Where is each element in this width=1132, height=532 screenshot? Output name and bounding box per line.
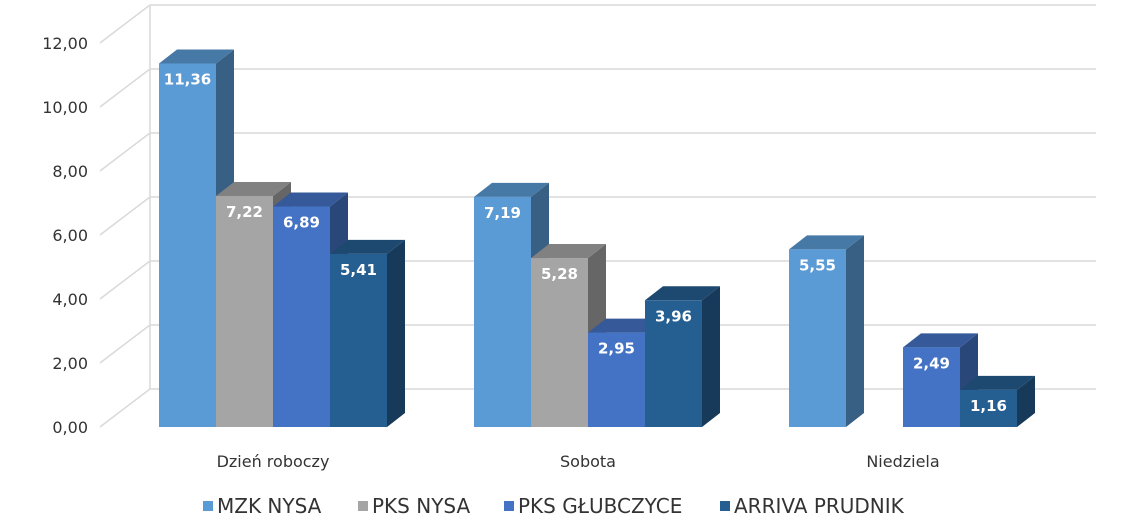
data-label: 7,19 xyxy=(484,204,521,222)
bar-top xyxy=(273,192,348,207)
gridline-wall xyxy=(99,260,151,300)
legend-swatch xyxy=(203,501,213,511)
data-label: 3,96 xyxy=(655,307,692,325)
bars xyxy=(159,49,1035,427)
gridline-wall xyxy=(99,132,151,172)
data-label: 7,22 xyxy=(226,203,263,221)
bar-top xyxy=(216,181,291,196)
data-label: 1,16 xyxy=(970,397,1007,415)
bar xyxy=(330,239,405,427)
bar-top xyxy=(645,286,720,301)
gridline-wall xyxy=(99,196,151,236)
data-label: 6,89 xyxy=(283,214,320,232)
bar-side xyxy=(846,235,864,427)
bar-top xyxy=(960,375,1035,390)
gridline-wall xyxy=(99,324,151,364)
legend-item: ARRIVA PRUDNIK xyxy=(720,494,905,518)
legend-label: ARRIVA PRUDNIK xyxy=(734,494,905,518)
legend: MZK NYSA PKS NYSA PKS GŁUBCZYCE ARRIVA PRUD… xyxy=(203,494,905,518)
bar-front xyxy=(789,249,846,427)
legend-label: PKS GŁUBCZYCE xyxy=(518,494,682,518)
bar-top xyxy=(588,318,663,333)
bar-side xyxy=(1017,375,1035,427)
bar-front xyxy=(531,258,588,427)
legend-item: MZK NYSA xyxy=(203,494,322,518)
bar-front xyxy=(588,332,645,427)
y-tick-label: 6,00 xyxy=(52,226,88,245)
data-label: 5,41 xyxy=(340,261,377,279)
data-label: 2,95 xyxy=(598,340,635,358)
data-label: 11,36 xyxy=(164,70,211,88)
y-tick-label: 10,00 xyxy=(42,98,88,117)
y-tick-label: 12,00 xyxy=(42,34,88,53)
bar xyxy=(645,286,720,427)
bar-front xyxy=(216,195,273,427)
gridline-wall xyxy=(99,68,151,108)
y-tick-label: 2,00 xyxy=(52,354,88,373)
legend-item: PKS GŁUBCZYCE xyxy=(504,494,682,518)
bar-top xyxy=(531,244,606,259)
legend-swatch xyxy=(720,501,730,511)
legend-swatch xyxy=(504,501,514,511)
data-label: 2,49 xyxy=(913,354,950,372)
y-tick-label: 4,00 xyxy=(52,290,88,309)
bar-front xyxy=(645,300,702,427)
bar-side xyxy=(702,286,720,427)
bar xyxy=(960,375,1035,427)
bar-top xyxy=(474,182,549,197)
legend-label: MZK NYSA xyxy=(217,494,322,518)
bar-front xyxy=(159,63,216,427)
bar-side xyxy=(387,239,405,427)
y-tick-label: 0,00 xyxy=(52,418,88,437)
bar-front xyxy=(330,253,387,427)
bar-front xyxy=(903,347,960,427)
data-label: 5,28 xyxy=(541,265,578,283)
bar-top xyxy=(159,49,234,64)
bar xyxy=(789,235,864,427)
legend-swatch xyxy=(358,501,368,511)
bar-front xyxy=(960,389,1017,427)
data-label: 5,55 xyxy=(799,256,836,274)
legend-label: PKS NYSA xyxy=(372,494,470,518)
bar-front xyxy=(474,196,531,427)
gridline-wall xyxy=(99,4,151,44)
bar-top xyxy=(903,333,978,348)
x-category-label: Dzień roboczy xyxy=(217,452,330,471)
data-labels: 11,36 7,22 6,89 5,41 7,19 5,28 2,95 3,96 5,55 2,4… xyxy=(164,70,1007,414)
gridline-wall xyxy=(99,388,151,428)
bar-top xyxy=(789,235,864,250)
legend-item: PKS NYSA xyxy=(358,494,470,518)
y-tick-label: 8,00 xyxy=(52,162,88,181)
bar-front xyxy=(273,206,330,427)
x-category-label: Niedziela xyxy=(866,452,939,471)
x-category-label: Sobota xyxy=(560,452,616,471)
bar-top xyxy=(330,239,405,254)
